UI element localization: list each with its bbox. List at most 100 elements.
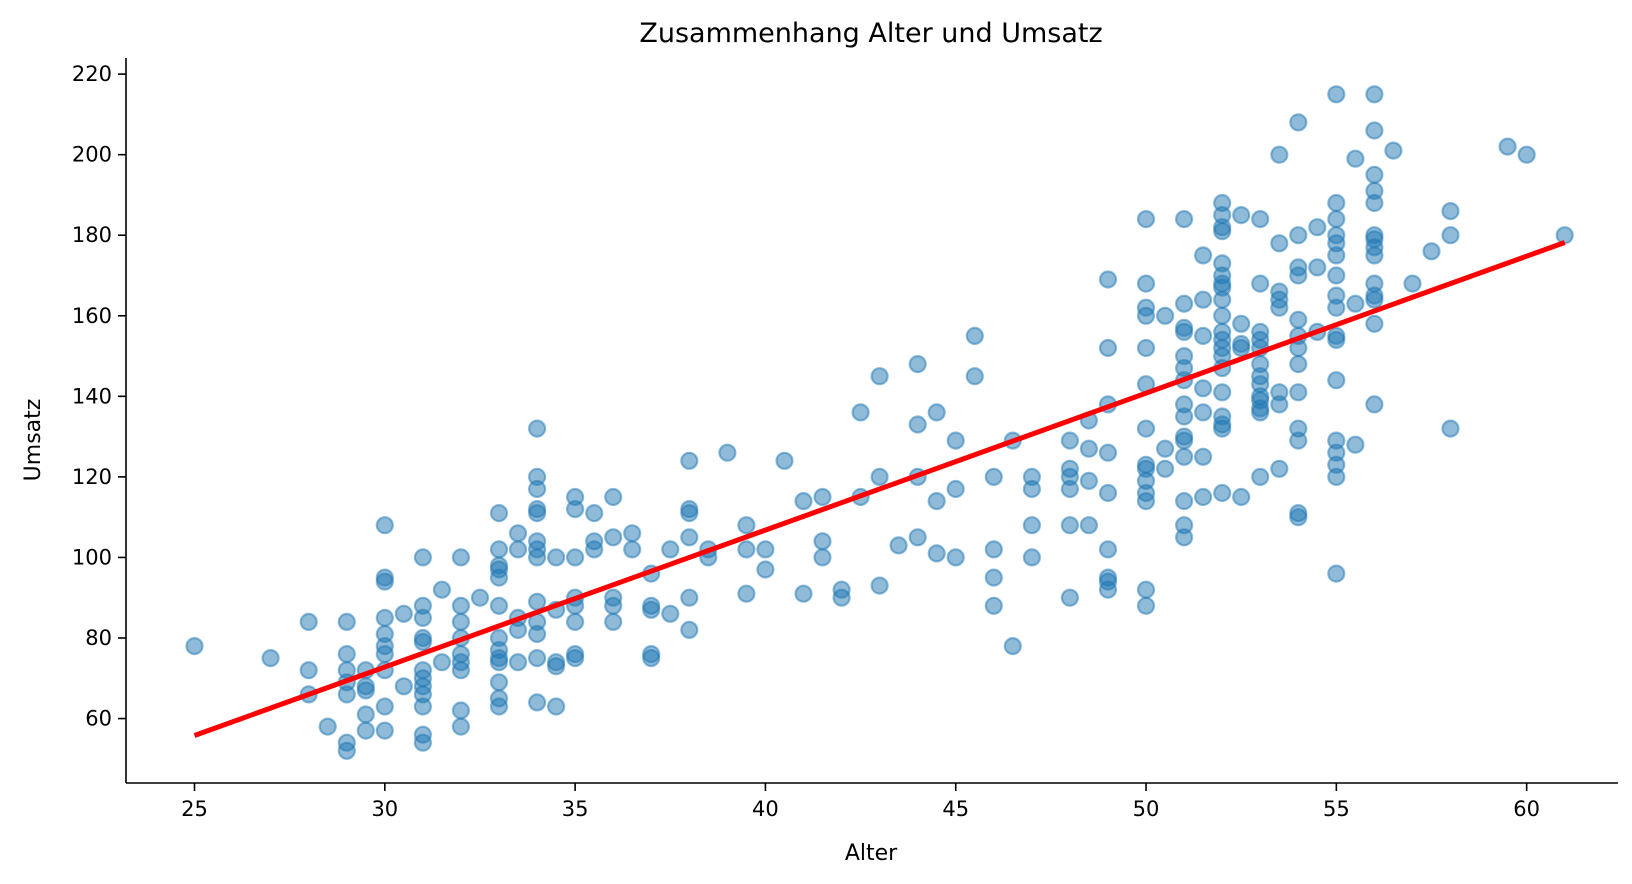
data-point [1213,222,1232,241]
data-point [737,584,756,603]
data-point [489,653,509,672]
data-point [1289,310,1308,329]
data-point [1213,419,1232,438]
data-point [1136,274,1156,293]
data-point [1136,580,1156,599]
data-point [1213,290,1232,309]
data-point [1403,274,1422,293]
data-point [1422,242,1441,261]
data-point [413,733,432,752]
y-tick-label: 60 [85,707,112,731]
data-point [1441,226,1460,245]
y-tick-label: 180 [72,223,112,247]
data-point [1174,322,1194,341]
data-point [813,532,832,551]
y-tick-label: 100 [72,545,112,569]
data-point [1346,294,1365,313]
data-point [870,467,889,486]
data-point [1251,403,1270,422]
data-point [1022,479,1042,499]
data-point [1193,379,1213,398]
x-tick-label: 40 [752,797,779,821]
data-point [527,548,547,567]
x-axis-label: Alter [845,841,898,866]
data-point [527,419,547,438]
data-point [1327,467,1346,486]
x-tick-label: 55 [1323,797,1350,821]
data-point [737,540,756,559]
data-point [1174,431,1194,450]
data-point [1346,149,1365,168]
data-point [1079,439,1099,458]
data-point [1308,218,1327,237]
data-point [1193,326,1213,345]
data-point [489,673,509,692]
data-point [680,620,699,640]
data-point [356,681,375,700]
data-point [527,479,547,499]
y-tick-label: 220 [72,62,112,86]
data-point [527,693,547,712]
data-point [1251,467,1270,486]
data-point [737,516,756,535]
data-point [984,568,1003,587]
data-point [680,588,699,607]
data-point [1327,371,1346,390]
data-point [585,540,604,559]
data-point [870,367,889,386]
data-point [1441,202,1460,221]
data-point [337,612,356,632]
data-point [1098,580,1118,599]
x-tick-label: 30 [371,797,398,821]
data-point [1155,306,1175,325]
data-point [1517,145,1536,164]
data-point [1232,314,1251,333]
data-point [394,604,413,623]
data-point [1098,443,1118,462]
data-point [489,540,509,559]
data-point [1232,338,1251,358]
data-point [375,572,394,591]
data-point [946,548,965,567]
y-tick-label: 80 [85,626,112,650]
data-point [489,568,509,587]
data-point [1213,483,1232,503]
data-point [1365,314,1384,333]
data-point [413,697,432,716]
data-point [1441,419,1460,438]
data-point [1174,492,1194,511]
data-point [432,653,451,672]
data-point [623,540,642,559]
data-point [413,548,432,567]
data-point [775,451,794,470]
data-point [604,487,623,507]
data-point [661,604,680,623]
data-point [585,503,604,523]
data-point [813,487,832,507]
data-point [1365,165,1384,184]
data-point [1098,270,1118,289]
y-axis-ticks: 60 80 100 120 140 160 180 200 220 [72,62,126,731]
data-point [1289,355,1308,374]
data-point [1155,439,1175,458]
data-point [1136,492,1156,511]
data-point [1060,479,1080,499]
data-point [1098,540,1118,559]
data-point [261,648,280,668]
y-tick-label: 120 [72,465,112,489]
data-point [508,653,528,672]
data-point [1270,459,1289,478]
data-point [527,648,547,668]
data-point [1555,226,1574,245]
data-point [565,612,585,632]
data-point [451,596,470,615]
data-point [1193,290,1213,309]
data-point [1251,210,1270,229]
data-point [470,588,490,607]
data-point [1193,246,1213,265]
data-point [927,403,946,422]
data-point [1155,459,1175,478]
data-point [756,560,775,579]
data-point [1174,210,1194,229]
